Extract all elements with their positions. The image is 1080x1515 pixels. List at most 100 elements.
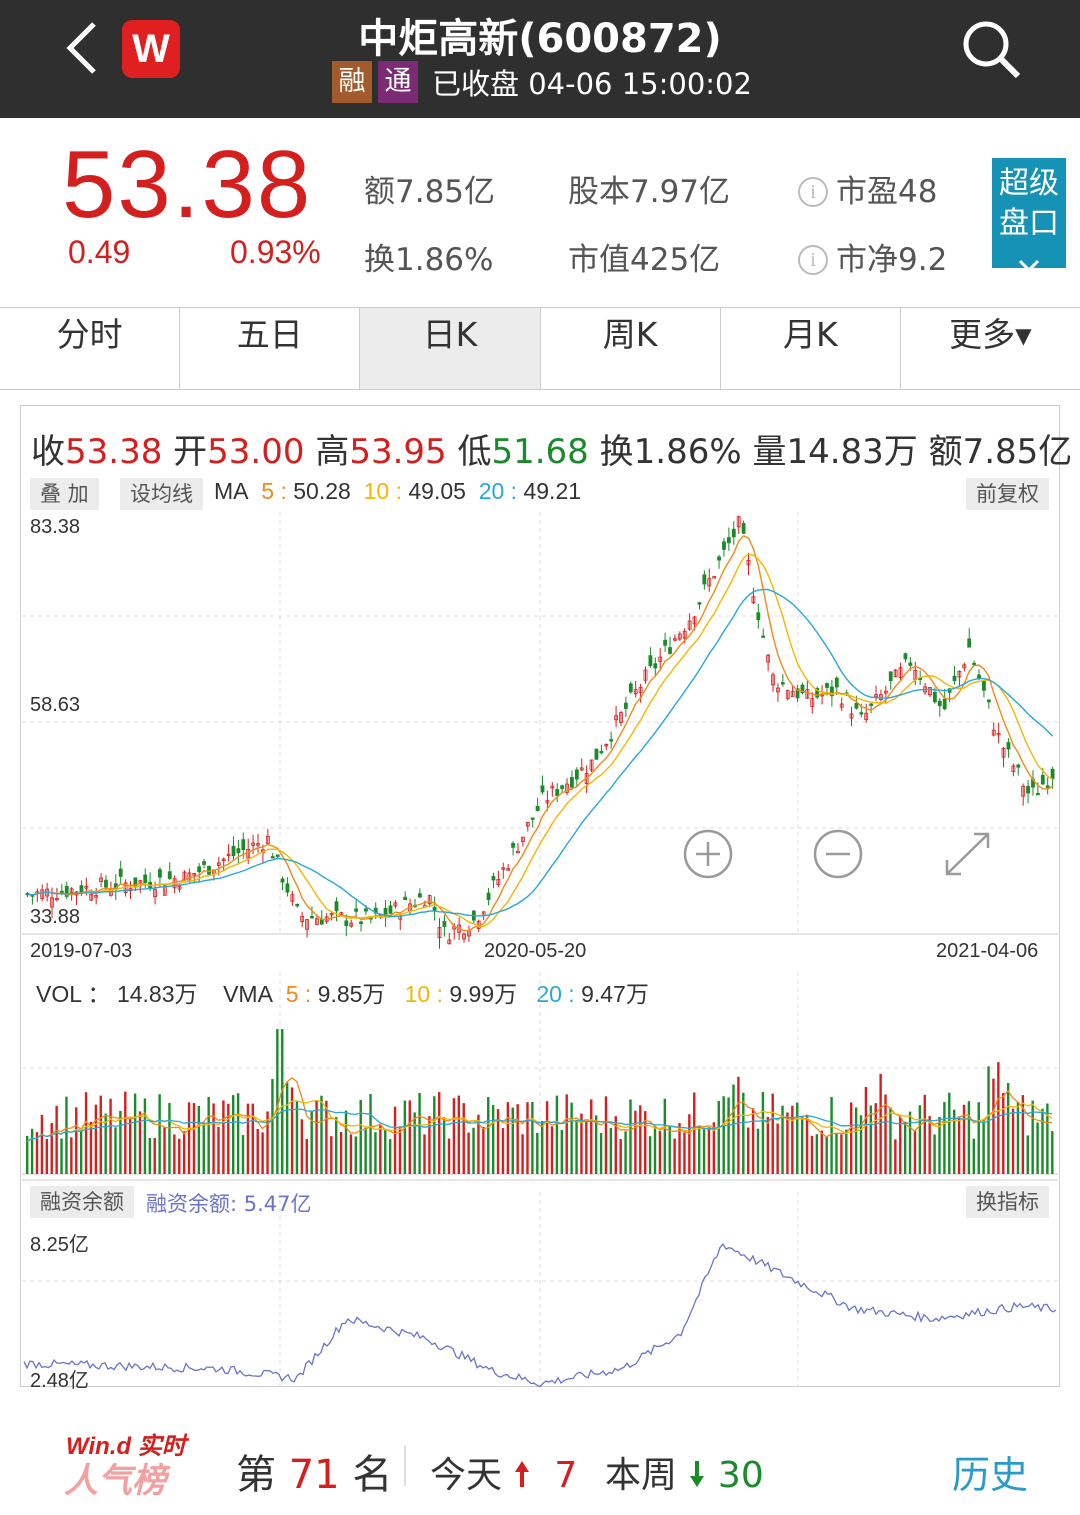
expand-icon[interactable] — [945, 832, 990, 876]
volume-bar — [173, 1134, 176, 1174]
candle — [736, 516, 741, 528]
volume-bar — [536, 1132, 539, 1174]
switch-indicator-button[interactable]: 换指标 — [966, 1186, 1049, 1218]
pb-stat[interactable]: i 市净9.2 — [798, 234, 947, 279]
tab-monthly-k[interactable]: 月K — [721, 308, 901, 389]
candle — [663, 639, 668, 646]
candle — [226, 853, 231, 857]
app-logo-icon[interactable]: W — [122, 20, 180, 78]
zoom-in-icon[interactable] — [683, 829, 733, 879]
zoom-out-icon[interactable] — [813, 829, 863, 879]
volume-bar — [879, 1073, 882, 1174]
vma5-line — [26, 1076, 1053, 1143]
candle — [834, 677, 839, 688]
candle — [270, 856, 275, 859]
candle — [202, 861, 206, 865]
turnover-value: 换1.86% — [599, 432, 742, 472]
candle — [903, 653, 908, 660]
volume-bar — [594, 1115, 598, 1174]
info-icon[interactable]: i — [798, 245, 828, 275]
volume-bar — [359, 1099, 362, 1174]
ma5-value: 50.28 — [293, 478, 351, 504]
tab-weekly-k[interactable]: 周K — [541, 308, 721, 389]
volume-bar — [815, 1134, 819, 1174]
volume-bar — [276, 1029, 279, 1174]
overlay-button[interactable]: 叠 加 — [30, 478, 99, 510]
volume-bar — [496, 1109, 500, 1174]
close-label: 收 — [31, 432, 65, 472]
candle — [702, 574, 707, 585]
candle — [628, 683, 633, 693]
candle — [496, 878, 501, 885]
candle — [40, 889, 45, 899]
candle — [84, 885, 89, 889]
volume-bar — [609, 1127, 613, 1174]
adjust-button[interactable]: 前复权 — [966, 478, 1049, 510]
volume-bar — [1046, 1103, 1049, 1174]
volume-bar — [325, 1100, 328, 1174]
candle — [143, 874, 148, 883]
volume-bar — [747, 1127, 750, 1174]
volume-bar — [45, 1138, 49, 1174]
candle — [207, 865, 211, 875]
candle — [314, 918, 319, 925]
volume-bar — [521, 1134, 524, 1174]
volume-bar — [722, 1096, 725, 1174]
rank-suffix: 名 — [352, 1452, 393, 1498]
volume-bar — [433, 1096, 436, 1174]
candle — [1040, 774, 1045, 785]
volume-bar — [192, 1103, 196, 1174]
volume-bar — [442, 1117, 446, 1174]
volume-bar — [452, 1098, 456, 1174]
history-link[interactable]: 历史 — [952, 1453, 1029, 1497]
volume-bar — [688, 1114, 691, 1174]
volume-bar — [693, 1092, 696, 1174]
volume-bar — [702, 1128, 706, 1174]
set-ma-button[interactable]: 设均线 — [120, 478, 203, 510]
volume-bar — [614, 1116, 617, 1174]
candle — [942, 698, 947, 710]
volume-bar — [295, 1100, 299, 1174]
tab-minute[interactable]: 分时 — [0, 308, 181, 389]
candle — [888, 671, 893, 682]
tab-five-day[interactable]: 五日 — [180, 308, 361, 389]
info-icon[interactable]: i — [798, 177, 828, 207]
pe-stat[interactable]: i 市盈48 — [798, 166, 937, 211]
volume-bar — [158, 1094, 161, 1174]
volume-bars[interactable] — [26, 1029, 1054, 1174]
volume-bar — [364, 1127, 367, 1174]
ma-legend: MA 5 : 50.28 10 : 49.05 20 : 49.21 — [214, 478, 582, 504]
volume-bar — [472, 1127, 475, 1174]
candle — [883, 690, 888, 694]
tab-more[interactable]: 更多▾ — [949, 315, 1032, 354]
candle — [403, 896, 408, 900]
volume-bar — [1031, 1100, 1034, 1174]
volume-bar — [781, 1105, 784, 1174]
volume-bar — [40, 1114, 44, 1174]
volume-bar — [943, 1102, 946, 1174]
volume-bar — [241, 1135, 245, 1174]
search-icon[interactable] — [958, 16, 1024, 82]
volume-bar — [869, 1105, 873, 1174]
turnover-stat: 换1.86% — [364, 242, 494, 278]
volume-bar — [187, 1102, 191, 1174]
tab-daily-k[interactable]: 日K — [360, 308, 541, 389]
candle — [893, 669, 898, 678]
wind-popularity-logo[interactable]: Win.d 实时 人气榜 — [62, 1430, 192, 1500]
y-tick-mid: 58.63 — [30, 694, 81, 716]
volume-bar — [403, 1100, 407, 1174]
back-icon[interactable] — [58, 18, 108, 78]
candle — [986, 699, 991, 703]
vma10-value: 9.99万 — [449, 981, 518, 1007]
top-bar: W 中炬高新(600872) 融 通 已收盘 04-06 15:00:02 — [0, 0, 1080, 118]
volume-bar — [580, 1113, 583, 1174]
stock-connect-badge: 通 — [378, 61, 418, 103]
candle — [216, 862, 221, 866]
volume-bar — [349, 1134, 353, 1174]
volume-bar — [526, 1102, 529, 1174]
candle — [619, 712, 623, 723]
candlestick-series[interactable] — [25, 515, 1055, 949]
super-panel-button[interactable]: 超级盘口 — [992, 158, 1066, 273]
candle — [825, 683, 829, 688]
